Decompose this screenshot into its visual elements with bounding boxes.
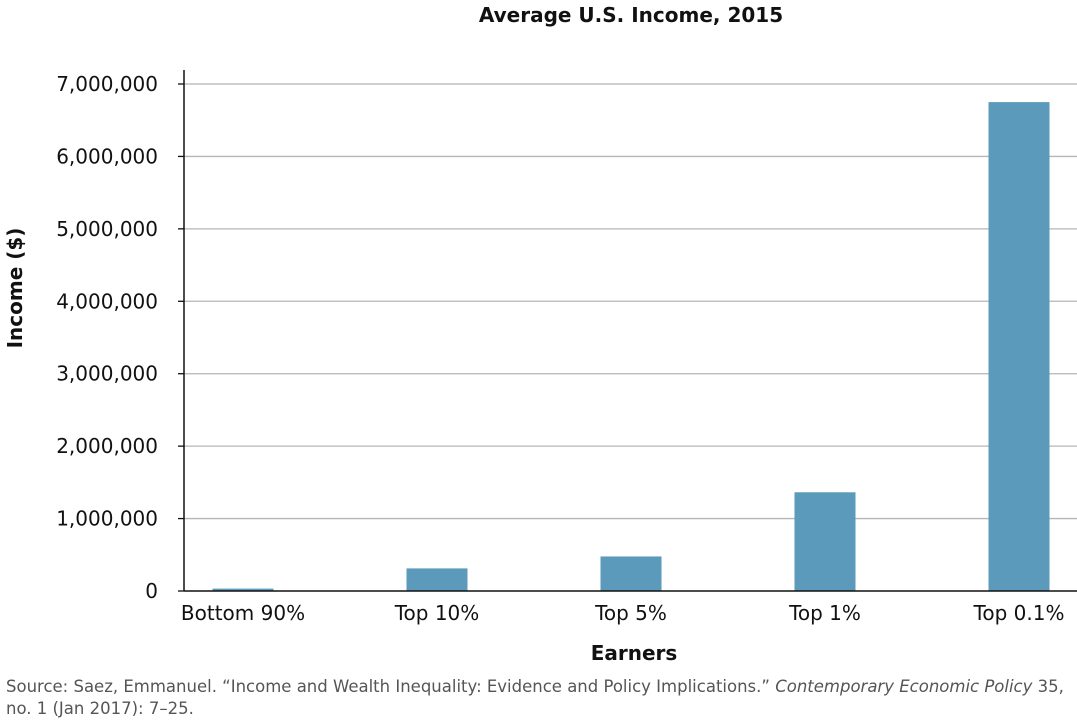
bar-top-10- [406, 568, 468, 591]
y-tick-label: 5,000,000 [56, 217, 158, 241]
bar-top-5- [600, 556, 662, 591]
x-tick-label: Top 5% [594, 601, 667, 625]
y-tick-label: 6,000,000 [56, 144, 158, 168]
x-axis-label: Earners [591, 641, 678, 665]
x-tick-label: Top 1% [788, 601, 861, 625]
y-tick-label: 4,000,000 [56, 289, 158, 313]
y-tick-label: 1,000,000 [56, 507, 158, 531]
source-journal: Contemporary Economic Policy [775, 677, 1033, 696]
y-axis-label: Income ($) [3, 228, 27, 349]
y-tick-label: 2,000,000 [56, 434, 158, 458]
y-tick-label: 3,000,000 [56, 362, 158, 386]
y-tick-label: 7,000,000 [56, 72, 158, 96]
bar-top-1- [794, 492, 856, 591]
source-note: Source: Saez, Emmanuel. “Income and Weal… [6, 676, 1071, 720]
source-details: 35, no. 1 (Jan 2017): 7–25. [6, 677, 1064, 718]
bar-top-0-1- [988, 102, 1050, 591]
bar-chart: Average U.S. Income, 2015 Income ($) Ear… [3, 3, 1077, 665]
x-tick-label: Top 10% [394, 601, 480, 625]
x-tick-label: Bottom 90% [181, 601, 305, 625]
x-tick-label: Top 0.1% [973, 601, 1065, 625]
y-tick-label: 0 [145, 579, 158, 603]
chart-title: Average U.S. Income, 2015 [479, 3, 783, 27]
bar-bottom-90- [212, 588, 274, 591]
source-text: Source: Saez, Emmanuel. “Income and Weal… [6, 677, 776, 696]
